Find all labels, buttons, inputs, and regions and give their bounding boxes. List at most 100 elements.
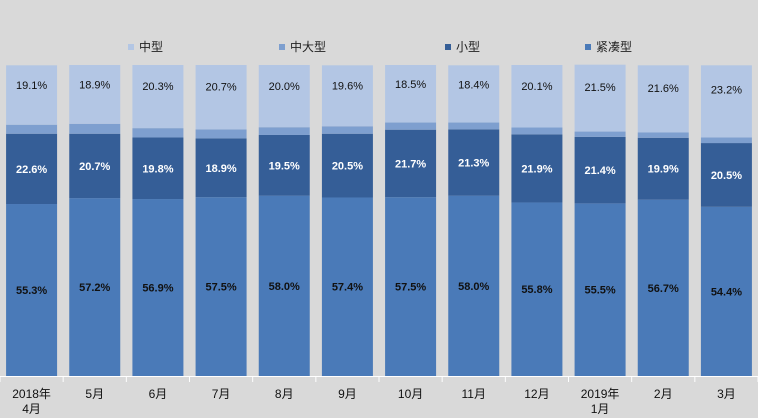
legend-swatch-compact: [585, 43, 591, 50]
bar-segment-small-9: [574, 136, 626, 204]
data-label-compact-3: 57.5%: [205, 282, 236, 294]
data-label-mid-7: 18.4%: [458, 79, 489, 91]
bar-segment-compact-5: [321, 197, 373, 376]
data-label-compact-6: 57.5%: [395, 282, 426, 294]
legend-item-compact: 紧凑型: [585, 38, 632, 55]
bar-segment-mid_large-9: [574, 131, 626, 137]
chart-legend: 中型 中大型 小型 紧凑型: [0, 38, 758, 58]
bar-segment-mid-6: [385, 65, 437, 123]
data-label-compact-4: 58.0%: [269, 281, 300, 293]
data-label-small-3: 18.9%: [205, 163, 236, 175]
data-label-mid-3: 20.7%: [205, 82, 236, 94]
data-label-small-2: 19.8%: [142, 163, 173, 175]
bar-segment-compact-11: [700, 206, 752, 376]
bar-segment-mid-4: [258, 65, 310, 128]
data-label-compact-11: 54.4%: [711, 286, 742, 298]
data-label-small-5: 20.5%: [332, 161, 363, 173]
bar-segment-mid-8: [511, 65, 563, 128]
x-tick-label-4: 8月: [275, 387, 294, 401]
bar-segment-mid_large-6: [385, 122, 437, 130]
x-tick-label-2: 6月: [149, 387, 168, 401]
x-tick-label-9: 2019年 1月: [581, 387, 620, 416]
legend-label-mid: 中型: [139, 40, 164, 54]
data-label-compact-5: 57.4%: [332, 282, 363, 294]
legend-item-mid-large: 中大型: [279, 38, 326, 55]
data-label-small-11: 20.5%: [711, 170, 742, 182]
data-label-mid-4: 20.0%: [269, 81, 300, 93]
data-label-small-7: 21.3%: [458, 157, 489, 169]
bar-segment-mid-3: [195, 65, 247, 130]
bar-segment-compact-0: [6, 204, 58, 376]
data-label-compact-2: 56.9%: [142, 283, 173, 295]
bar-segment-mid_large-1: [69, 123, 121, 134]
x-tick-label-0: 2018年 4月: [12, 387, 51, 416]
bar-segment-compact-10: [637, 199, 689, 376]
bar-segment-mid_large-2: [132, 128, 184, 138]
x-tick-label-5: 9月: [338, 387, 357, 401]
legend-swatch-mid: [128, 43, 134, 50]
bar-segment-mid_large-4: [258, 127, 310, 135]
bar-segment-small-3: [195, 138, 247, 198]
bar-segment-small-7: [448, 129, 500, 196]
data-label-mid-9: 21.5%: [584, 82, 615, 94]
bar-segment-mid_large-11: [700, 137, 752, 144]
x-tick-label-10: 2月: [654, 387, 673, 401]
legend-label-compact: 紧凑型: [596, 40, 633, 54]
data-label-small-0: 22.6%: [16, 164, 47, 176]
data-label-small-10: 19.9%: [648, 164, 679, 176]
bar-segment-small-6: [385, 129, 437, 198]
data-label-compact-7: 58.0%: [458, 281, 489, 293]
bar-segment-compact-1: [69, 198, 121, 376]
data-label-compact-10: 56.7%: [648, 283, 679, 295]
bar-segment-mid-2: [132, 65, 184, 129]
legend-label-small: 小型: [456, 40, 481, 54]
bar-segment-mid_large-8: [511, 127, 563, 135]
bar-segment-small-11: [700, 143, 752, 207]
bar-segment-mid_large-10: [637, 132, 689, 138]
bar-segment-mid_large-5: [321, 126, 373, 134]
x-tick-label-6: 10月: [398, 387, 423, 401]
legend-swatch-small: [445, 43, 451, 50]
bar-segment-mid_large-3: [195, 129, 247, 139]
legend-swatch-mid-large: [279, 43, 285, 50]
bar-segment-small-5: [321, 133, 373, 198]
data-label-mid-0: 19.1%: [16, 80, 47, 92]
data-label-small-6: 21.7%: [395, 158, 426, 170]
bar-segment-mid-5: [321, 65, 373, 127]
bar-segment-small-2: [132, 137, 184, 200]
x-tick-label-3: 7月: [212, 387, 231, 401]
data-label-small-8: 21.9%: [521, 163, 552, 175]
data-label-mid-1: 18.9%: [79, 80, 110, 92]
data-label-mid-6: 18.5%: [395, 79, 426, 91]
data-label-compact-8: 55.8%: [521, 284, 552, 296]
bar-segment-mid-1: [69, 65, 121, 124]
data-label-small-9: 21.4%: [584, 165, 615, 177]
data-label-compact-9: 55.5%: [584, 285, 615, 297]
bar-segment-compact-8: [511, 202, 563, 376]
bar-segment-compact-6: [385, 197, 437, 376]
bar-segment-compact-2: [132, 199, 184, 376]
bar-segment-small-8: [511, 134, 563, 203]
bar-segment-small-10: [637, 137, 689, 200]
data-label-mid-2: 20.3%: [142, 81, 173, 93]
x-tick-label-8: 12月: [524, 387, 549, 401]
bar-segment-small-1: [69, 133, 121, 199]
data-label-mid-8: 20.1%: [521, 81, 552, 93]
bar-segment-small-0: [6, 133, 58, 205]
data-label-compact-1: 57.2%: [79, 282, 110, 294]
bar-segment-mid-9: [574, 64, 626, 132]
bar-segment-compact-3: [195, 197, 247, 376]
data-label-compact-0: 55.3%: [16, 285, 47, 297]
bar-segment-compact-7: [448, 195, 500, 376]
legend-item-small: 小型: [445, 38, 480, 55]
bar-segment-compact-9: [574, 203, 626, 376]
data-label-mid-11: 23.2%: [711, 85, 742, 97]
data-label-small-4: 19.5%: [269, 160, 300, 172]
bar-segment-mid_large-0: [6, 124, 58, 134]
legend-item-mid: 中型: [128, 38, 163, 55]
bar-segment-mid-10: [637, 65, 689, 133]
x-tick-label-7: 11月: [462, 387, 486, 401]
data-label-mid-10: 21.6%: [648, 83, 679, 95]
data-label-mid-5: 19.6%: [332, 81, 363, 93]
